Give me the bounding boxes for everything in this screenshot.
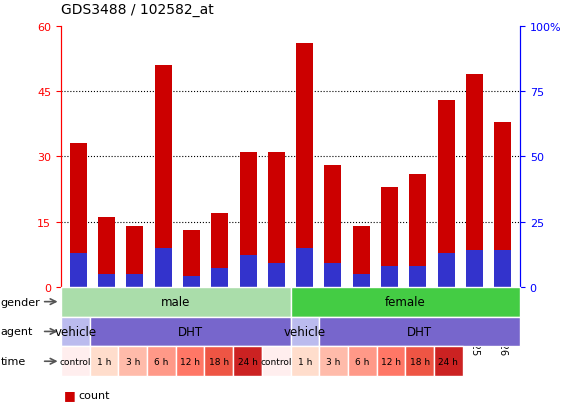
Text: count: count — [78, 390, 110, 400]
Text: 18 h: 18 h — [410, 357, 430, 366]
Text: 18 h: 18 h — [209, 357, 229, 366]
Bar — [183, 277, 200, 287]
Text: gender: gender — [1, 297, 40, 307]
Bar — [494, 251, 511, 287]
Text: male: male — [161, 295, 191, 309]
Bar — [155, 248, 171, 287]
Bar — [296, 44, 313, 287]
Text: time: time — [1, 356, 26, 366]
Text: 12 h: 12 h — [180, 357, 200, 366]
Bar — [466, 74, 483, 287]
Bar — [268, 263, 285, 287]
Text: GDS3488 / 102582_at: GDS3488 / 102582_at — [61, 2, 214, 17]
Bar — [211, 213, 228, 287]
Bar — [494, 122, 511, 287]
Bar — [410, 266, 426, 287]
Text: 1 h: 1 h — [297, 357, 312, 366]
Bar — [381, 188, 398, 287]
Bar — [296, 248, 313, 287]
Bar — [239, 153, 256, 287]
Bar — [239, 256, 256, 287]
Text: 24 h: 24 h — [238, 357, 257, 366]
Bar — [268, 153, 285, 287]
Bar — [353, 226, 370, 287]
Bar — [466, 251, 483, 287]
Bar — [410, 174, 426, 287]
Text: 3 h: 3 h — [125, 357, 140, 366]
Bar — [325, 263, 342, 287]
Bar — [438, 253, 455, 287]
Text: 24 h: 24 h — [438, 357, 458, 366]
Bar — [211, 269, 228, 287]
Bar — [325, 166, 342, 287]
Text: 1 h: 1 h — [97, 357, 111, 366]
Text: DHT: DHT — [407, 325, 432, 338]
Text: 12 h: 12 h — [381, 357, 401, 366]
Text: 6 h: 6 h — [355, 357, 370, 366]
Bar — [126, 226, 143, 287]
Bar — [70, 253, 87, 287]
Text: ■: ■ — [64, 411, 76, 413]
Bar — [381, 266, 398, 287]
Bar — [438, 100, 455, 287]
Text: agent: agent — [1, 327, 33, 337]
Text: ■: ■ — [64, 388, 76, 401]
Bar — [70, 144, 87, 287]
Bar — [155, 66, 171, 287]
Text: vehicle: vehicle — [284, 325, 326, 338]
Text: vehicle: vehicle — [54, 325, 96, 338]
Bar — [98, 218, 115, 287]
Bar — [126, 274, 143, 287]
Text: 3 h: 3 h — [327, 357, 340, 366]
Bar — [353, 274, 370, 287]
Text: female: female — [385, 295, 426, 309]
Bar — [183, 230, 200, 287]
Text: 6 h: 6 h — [154, 357, 168, 366]
Bar — [98, 274, 115, 287]
Text: control: control — [260, 357, 292, 366]
Text: control: control — [60, 357, 91, 366]
Text: DHT: DHT — [178, 325, 203, 338]
